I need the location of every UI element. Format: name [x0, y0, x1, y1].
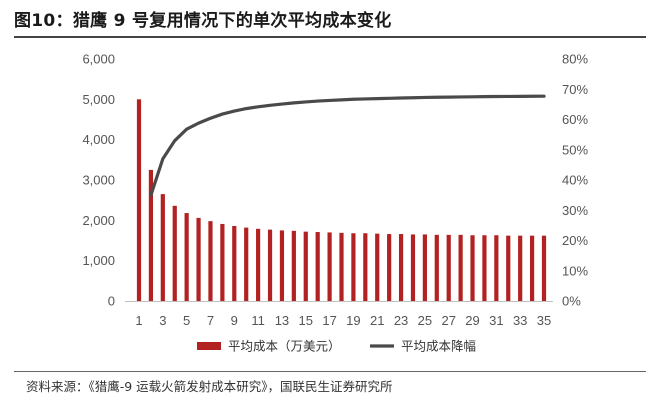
bar — [458, 234, 463, 301]
bar — [470, 235, 475, 301]
y-left-ticks: 0 1,000 2,000 3,000 4,000 5,000 6,000 — [82, 52, 115, 309]
bar — [291, 230, 296, 301]
bar — [160, 194, 165, 301]
bar — [196, 217, 201, 301]
y-left-tick-label: 6,000 — [82, 52, 115, 67]
bar — [256, 228, 261, 301]
legend: 平均成本（万美元） 平均成本降幅 — [197, 339, 476, 354]
y-right-tick-label: 60% — [562, 112, 588, 127]
bar — [267, 229, 273, 301]
bar — [422, 234, 427, 301]
bar — [351, 233, 356, 301]
bar — [303, 231, 308, 301]
y-right-ticks: 0% 10% 20% 30% 40% 50% 60% 70% 80% — [562, 52, 588, 309]
bar-series — [136, 99, 547, 301]
x-tick-label: 29 — [465, 313, 479, 328]
x-tick-label: 21 — [370, 313, 384, 328]
bar — [518, 235, 523, 301]
x-tick-label: 25 — [418, 313, 432, 328]
y-right-tick-label: 0% — [562, 294, 581, 309]
legend-swatch-bar — [197, 342, 221, 350]
legend-label-bar: 平均成本（万美元） — [228, 339, 341, 354]
bar — [208, 221, 213, 301]
bar — [136, 99, 142, 301]
bar — [506, 235, 511, 301]
x-tick-label: 5 — [183, 313, 190, 328]
bar — [184, 213, 189, 301]
bar — [434, 234, 439, 301]
x-tick-label: 23 — [394, 313, 408, 328]
y-left-tick-label: 2,000 — [82, 213, 115, 228]
line-series — [149, 94, 546, 197]
figure-title: 图10：猎鹰 9 号复用情况下的单次平均成本变化 — [14, 11, 392, 31]
bar — [172, 205, 177, 301]
y-right-tick-label: 20% — [562, 233, 588, 248]
bar — [363, 233, 368, 301]
y-right-tick-label: 50% — [562, 142, 588, 157]
x-tick-label: 15 — [299, 313, 313, 328]
y-right-tick-label: 10% — [562, 263, 588, 278]
x-tick-label: 1 — [135, 313, 142, 328]
x-tick-label: 17 — [322, 313, 336, 328]
bar — [279, 230, 285, 301]
source-note: 资料来源：《猎鹰-9 运载火箭发射成本研究》，国联民生证券研究所 — [26, 379, 393, 394]
bar — [220, 223, 225, 301]
y-right-tick-label: 70% — [562, 82, 588, 97]
bar — [339, 232, 344, 301]
x-tick-label: 3 — [159, 313, 166, 328]
bar — [541, 235, 547, 301]
y-left-tick-label: 4,000 — [82, 132, 115, 147]
y-left-tick-label: 1,000 — [82, 253, 115, 268]
x-tick-label: 9 — [231, 313, 238, 328]
bar — [482, 235, 487, 301]
y-right-tick-label: 40% — [562, 173, 588, 188]
x-tick-label: 35 — [537, 313, 551, 328]
y-right-tick-label: 30% — [562, 203, 588, 218]
bar — [387, 234, 392, 301]
y-left-tick-label: 0 — [108, 294, 115, 309]
bar — [410, 234, 416, 301]
bar — [315, 232, 320, 301]
legend-label-line: 平均成本降幅 — [401, 339, 476, 354]
bar — [327, 232, 332, 301]
x-tick-label: 33 — [513, 313, 527, 328]
x-tick-label: 19 — [346, 313, 360, 328]
x-axis-ticks: 1 3 5 7 9 11 13 15 17 19 21 23 25 27 29 31 33 35 — [135, 313, 551, 328]
bar — [529, 235, 535, 301]
bar — [232, 225, 237, 301]
x-tick-label: 27 — [441, 313, 455, 328]
bar — [244, 227, 249, 301]
series-line — [149, 94, 546, 197]
bar — [148, 169, 154, 301]
bar — [398, 234, 404, 301]
x-tick-label: 11 — [251, 313, 265, 328]
x-tick-label: 13 — [275, 313, 289, 328]
bar — [494, 235, 499, 301]
title-rule — [14, 36, 646, 38]
x-tick-label: 7 — [207, 313, 214, 328]
bar — [375, 233, 380, 301]
x-tick-label: 31 — [489, 313, 503, 328]
y-left-tick-label: 5,000 — [82, 92, 115, 107]
y-right-tick-label: 80% — [562, 52, 588, 67]
y-left-tick-label: 3,000 — [82, 173, 115, 188]
bar — [446, 234, 451, 301]
source-rule — [14, 371, 646, 372]
